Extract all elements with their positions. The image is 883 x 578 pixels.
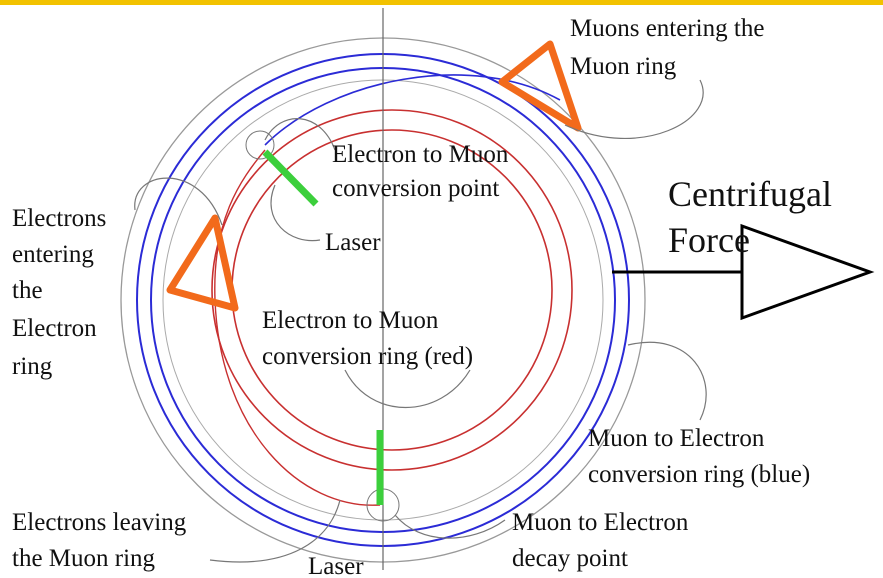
label: Muons entering the <box>570 15 764 42</box>
label: Electrons leaving <box>12 509 187 536</box>
blue-path <box>264 74 561 146</box>
label: ring <box>12 353 53 380</box>
leader <box>394 514 506 539</box>
electron-entry-marker <box>166 214 239 312</box>
label: Centrifugal <box>668 174 832 214</box>
label: the <box>12 277 43 304</box>
label: Muon to Electron <box>588 425 765 452</box>
label: decay point <box>512 545 628 572</box>
leader <box>264 118 336 151</box>
red-ring-outer <box>211 109 573 471</box>
label: Electron <box>12 315 97 342</box>
label: Electrons <box>12 205 106 232</box>
label: Electron to Muon <box>332 141 509 168</box>
label: entering <box>12 241 94 268</box>
label: conversion ring (red) <box>262 343 473 370</box>
leader <box>270 184 321 242</box>
conversion-point <box>245 130 275 160</box>
laser-top <box>262 149 319 207</box>
label: Muon to Electron <box>512 509 689 536</box>
label: the Muon ring <box>12 545 156 572</box>
leader <box>564 79 704 140</box>
label: Muon ring <box>570 53 677 80</box>
leader <box>134 177 223 226</box>
leader <box>627 341 707 421</box>
label: conversion point <box>332 175 499 202</box>
red-path <box>214 149 381 506</box>
label: Laser <box>325 229 381 256</box>
muon-entry-marker <box>498 40 582 132</box>
label: Force <box>668 220 750 260</box>
leader <box>209 499 341 563</box>
label: Electron to Muon <box>262 307 439 334</box>
top-bar <box>0 0 883 5</box>
force-arrow-head <box>740 223 875 321</box>
label: Laser <box>308 553 364 578</box>
label: conversion ring (blue) <box>588 461 810 488</box>
leader <box>344 369 471 409</box>
